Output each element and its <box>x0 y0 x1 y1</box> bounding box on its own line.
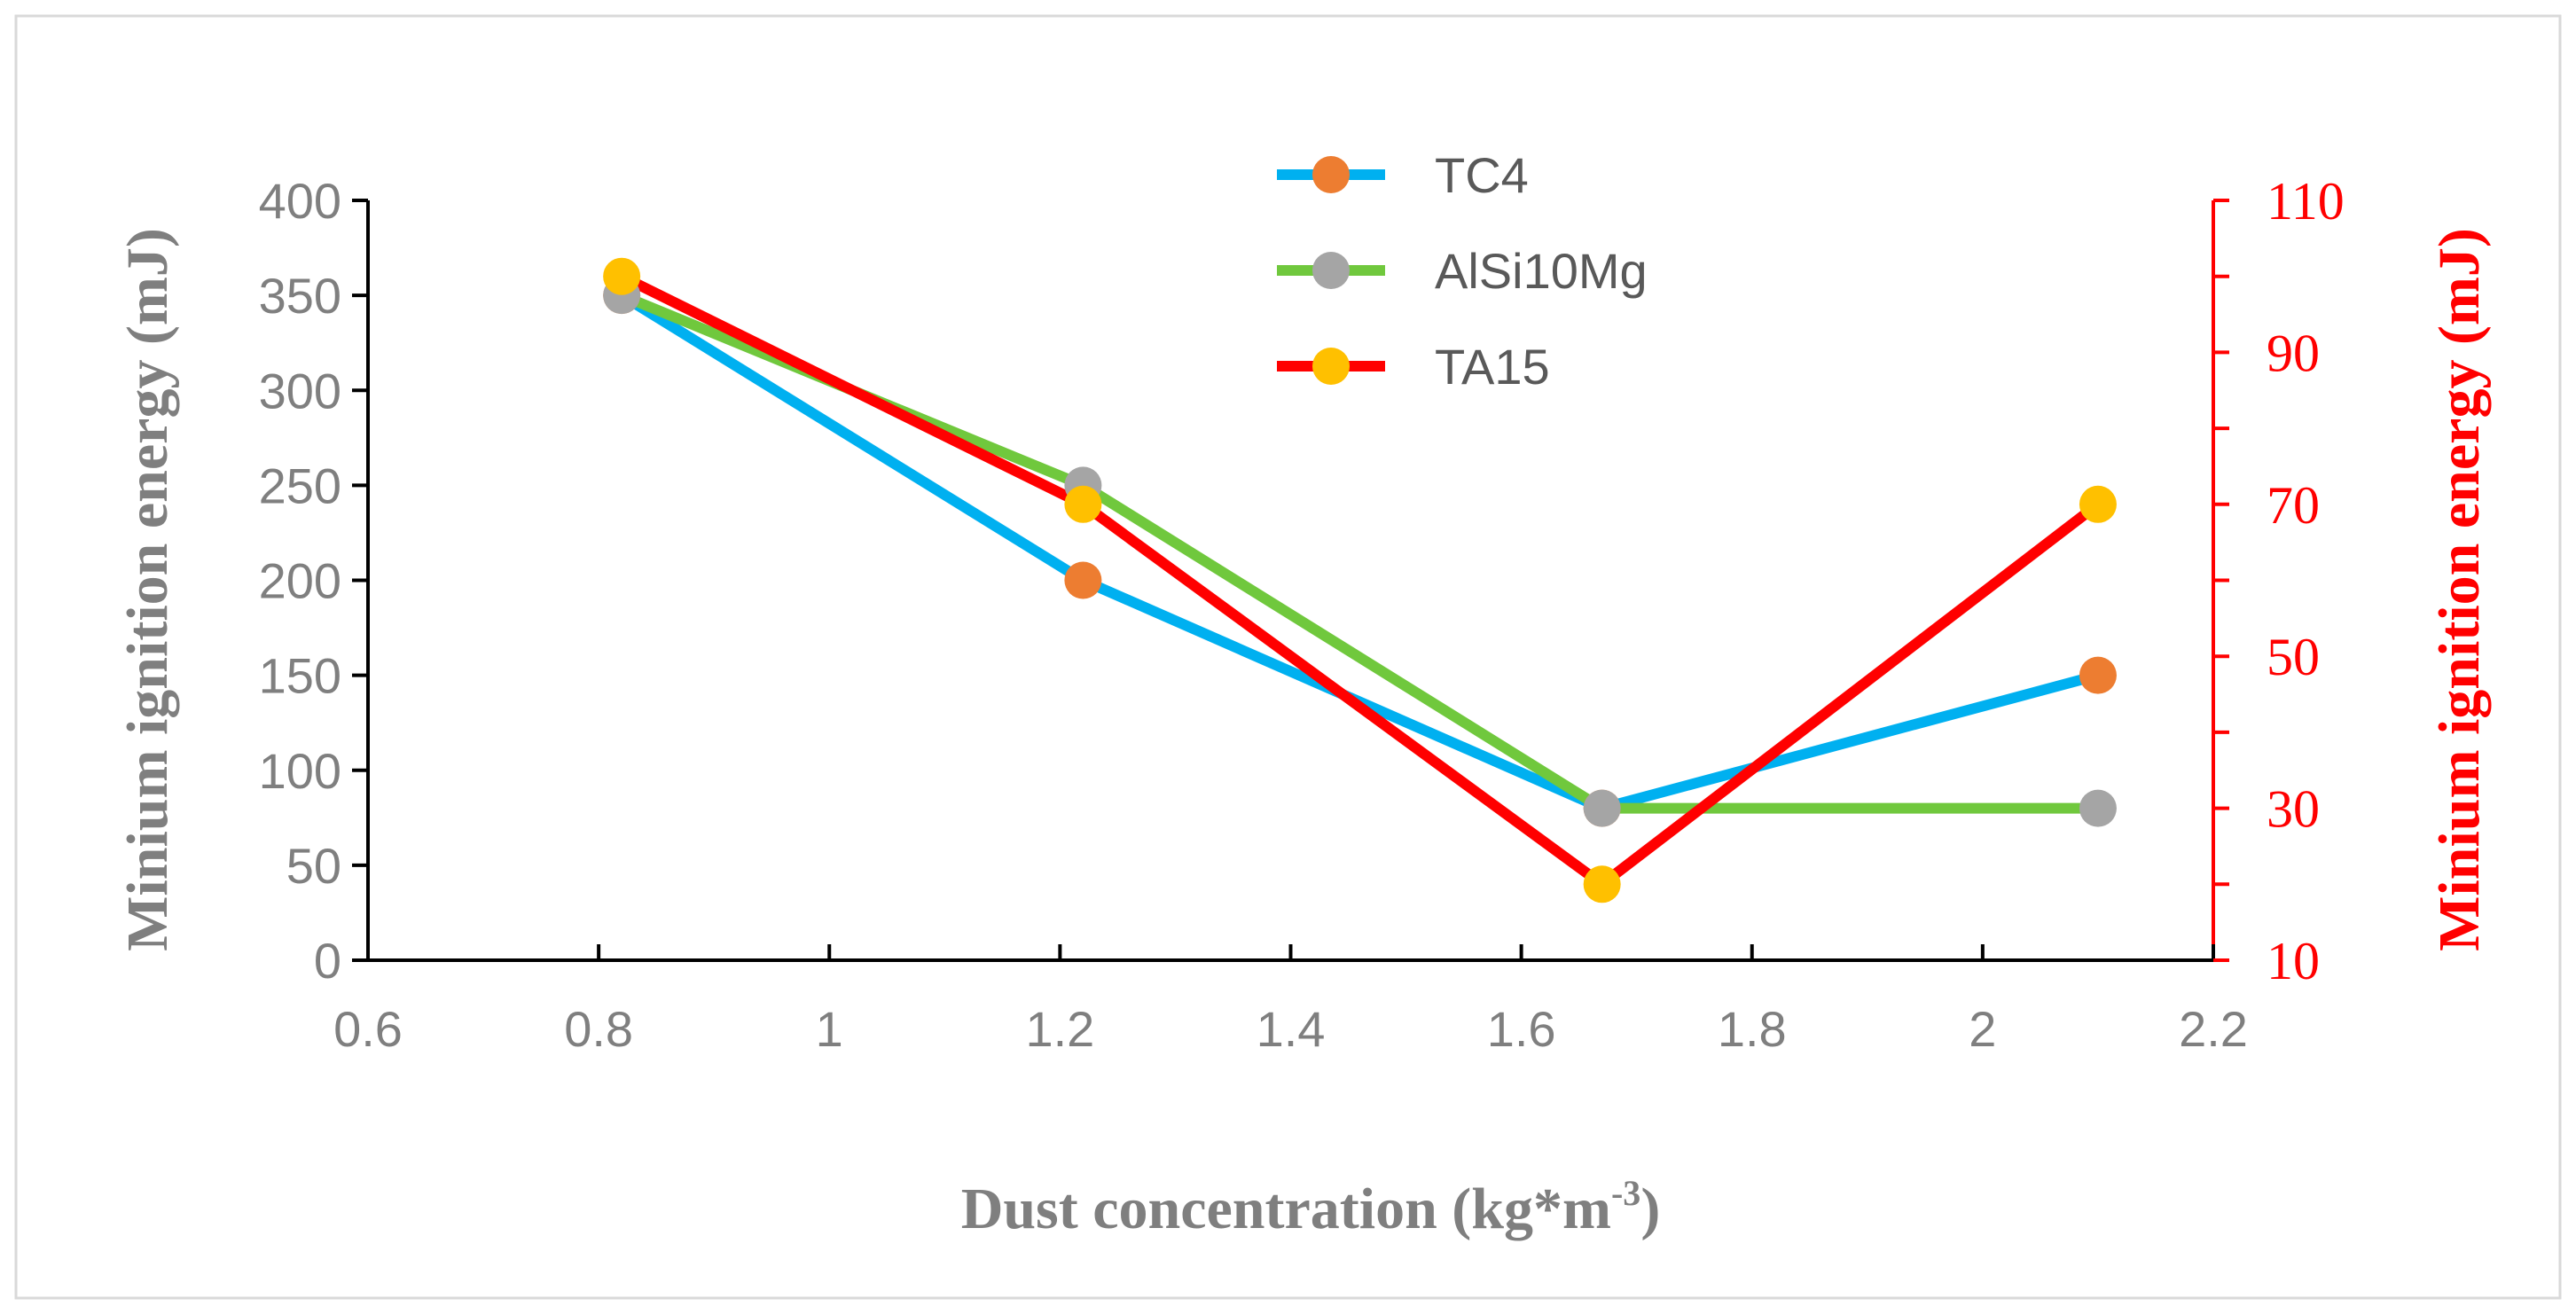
x-axis-title-main: Dust concentration (kg*m <box>961 1177 1611 1241</box>
y-left-tick-label: 350 <box>259 268 341 324</box>
legend-label-tc4: TC4 <box>1435 147 1529 203</box>
y-right-tick-label: 90 <box>2267 324 2320 382</box>
x-tick-label: 0.8 <box>564 1001 633 1057</box>
y-left-tick-label: 250 <box>259 458 341 513</box>
y-left-tick-label: 200 <box>259 553 341 609</box>
x-tick-label: 1 <box>816 1001 843 1057</box>
x-tick-label: 1.2 <box>1025 1001 1094 1057</box>
data-point-alsi10mg <box>2079 789 2117 827</box>
x-tick-label: 0.6 <box>333 1001 403 1057</box>
y-left-tick-label: 0 <box>314 933 341 989</box>
legend-marker-ta15 <box>1312 348 1350 385</box>
data-point-ta15 <box>2079 485 2117 523</box>
y-right-tick-label: 30 <box>2267 780 2320 839</box>
y-left-tick-label: 300 <box>259 363 341 418</box>
x-axis-title-superscript: -3 <box>1611 1173 1640 1213</box>
data-point-tc4 <box>2079 656 2117 694</box>
x-tick-label: 1.6 <box>1487 1001 1556 1057</box>
legend-marker-alsi10mg <box>1312 252 1350 289</box>
x-tick-label: 1.8 <box>1718 1001 1787 1057</box>
y-right-tick-label: 10 <box>2267 932 2320 990</box>
data-point-ta15 <box>603 257 641 295</box>
y-axis-left-title: Minium ignition energy (mJ) <box>115 228 180 951</box>
y-left-tick-label: 150 <box>259 648 341 704</box>
legend-marker-tc4 <box>1312 156 1350 193</box>
legend-label-ta15: TA15 <box>1435 339 1550 395</box>
x-axis-title: Dust concentration (kg*m-3) <box>961 1173 1661 1241</box>
data-point-alsi10mg <box>1583 789 1621 827</box>
y-left-tick-label: 400 <box>259 173 341 229</box>
data-point-ta15 <box>1583 865 1621 903</box>
y-right-tick-label: 70 <box>2267 476 2320 535</box>
series-line-ta15 <box>619 271 2102 891</box>
y-left-tick-label: 100 <box>259 743 341 799</box>
x-tick-label: 1.4 <box>1257 1001 1326 1057</box>
y-left-tick-label: 50 <box>286 838 341 894</box>
x-tick-label: 2.2 <box>2179 1001 2248 1057</box>
x-axis-title-close: ) <box>1640 1177 1660 1241</box>
y-right-tick-label: 110 <box>2267 172 2345 231</box>
y-right-tick-label: 50 <box>2267 628 2320 686</box>
y-axis-right-title: Minium ignition energy (mJ) <box>2427 228 2492 951</box>
data-point-ta15 <box>1064 485 1102 523</box>
legend-label-alsi10mg: AlSi10Mg <box>1435 243 1648 299</box>
x-tick-label: 2 <box>1969 1001 1996 1057</box>
data-point-tc4 <box>1064 561 1102 599</box>
